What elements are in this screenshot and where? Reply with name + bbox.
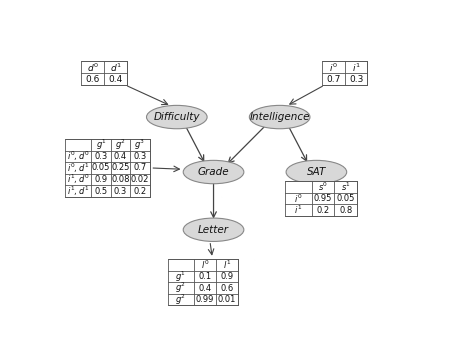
Text: 0.9: 0.9 (94, 175, 108, 184)
Text: 0.4: 0.4 (199, 283, 212, 292)
Text: Grade: Grade (198, 167, 229, 177)
Text: 0.25: 0.25 (111, 164, 129, 172)
Text: 0.6: 0.6 (85, 75, 100, 84)
Text: $i^0,d^1$: $i^0,d^1$ (67, 161, 89, 175)
Text: $l^1$: $l^1$ (223, 259, 231, 271)
Text: 0.9: 0.9 (220, 272, 234, 281)
Text: $d^1$: $d^1$ (109, 61, 121, 74)
Bar (82, 61, 127, 85)
Text: 0.3: 0.3 (133, 152, 146, 161)
Bar (168, 259, 238, 305)
Text: 0.05: 0.05 (92, 164, 110, 172)
Ellipse shape (183, 218, 244, 241)
Text: 0.05: 0.05 (337, 194, 355, 203)
Text: $g^2$: $g^2$ (115, 138, 126, 152)
Ellipse shape (249, 105, 310, 129)
Text: 0.4: 0.4 (114, 152, 127, 161)
Text: $i^1,d^1$: $i^1,d^1$ (67, 184, 89, 198)
Bar (322, 61, 367, 85)
Text: $i^0$: $i^0$ (329, 61, 337, 74)
Bar (285, 181, 357, 216)
Text: $i^1$: $i^1$ (352, 61, 360, 74)
Text: 0.01: 0.01 (218, 295, 237, 304)
Text: 0.2: 0.2 (317, 206, 329, 215)
Text: $g^1$: $g^1$ (175, 269, 186, 284)
Text: 0.6: 0.6 (220, 283, 234, 292)
Ellipse shape (286, 160, 346, 184)
Text: $g^1$: $g^1$ (96, 138, 106, 152)
Text: 0.2: 0.2 (133, 186, 146, 196)
Text: Intelligence: Intelligence (249, 112, 310, 122)
Text: 0.4: 0.4 (109, 75, 123, 84)
Text: $i^1$: $i^1$ (294, 204, 302, 216)
Text: $i^0$: $i^0$ (294, 192, 302, 205)
Text: 0.7: 0.7 (133, 164, 146, 172)
Text: 0.5: 0.5 (94, 186, 108, 196)
Text: 0.02: 0.02 (131, 175, 149, 184)
Text: 0.3: 0.3 (94, 152, 108, 161)
Text: Difficulty: Difficulty (154, 112, 200, 122)
Text: 0.7: 0.7 (326, 75, 340, 84)
Text: SAT: SAT (307, 167, 326, 177)
Text: 0.8: 0.8 (339, 206, 352, 215)
Bar (65, 139, 150, 197)
Text: $s^0$: $s^0$ (318, 181, 328, 193)
Text: 0.1: 0.1 (199, 272, 212, 281)
Text: 0.95: 0.95 (314, 194, 332, 203)
Text: $i^1,d^0$: $i^1,d^0$ (67, 173, 89, 186)
Text: 0.3: 0.3 (114, 186, 127, 196)
Text: $i^0,d^0$: $i^0,d^0$ (67, 150, 89, 163)
Text: 0.3: 0.3 (349, 75, 363, 84)
Text: $g^2$: $g^2$ (175, 292, 186, 307)
Text: 0.99: 0.99 (196, 295, 214, 304)
Text: 0.08: 0.08 (111, 175, 130, 184)
Ellipse shape (146, 105, 207, 129)
Text: $g^3$: $g^3$ (134, 138, 146, 152)
Text: $g^2$: $g^2$ (175, 281, 186, 295)
Text: $s^1$: $s^1$ (341, 181, 351, 193)
Text: Letter: Letter (198, 225, 229, 235)
Ellipse shape (183, 160, 244, 184)
Text: $d^0$: $d^0$ (87, 61, 99, 74)
Text: $l^0$: $l^0$ (201, 259, 209, 271)
